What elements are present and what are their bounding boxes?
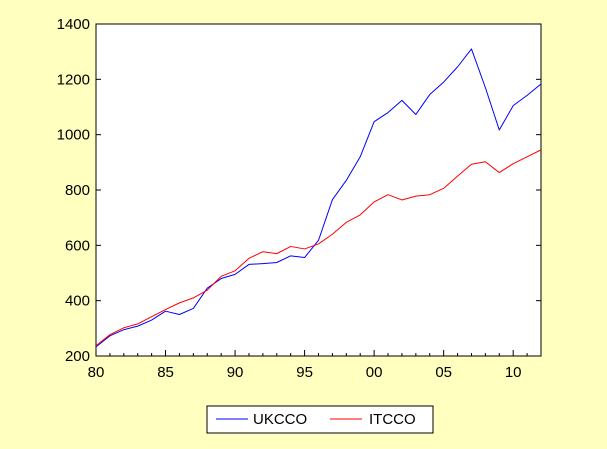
y-tick-label: 400: [65, 293, 90, 310]
x-tick-label: 85: [157, 364, 174, 381]
x-tick-label: 95: [296, 364, 313, 381]
y-tick-label: 1400: [57, 16, 90, 33]
series-line-itcco: [95, 149, 542, 347]
legend-label-ukcco: UKCCO: [253, 411, 307, 428]
y-tick-label: 1000: [57, 127, 90, 144]
x-tick-label: 05: [435, 364, 452, 381]
plot-area: [95, 23, 542, 357]
y-tick-label: 800: [65, 182, 90, 199]
series-line-ukcco: [95, 48, 542, 348]
x-axis: 80 85 90 95 00 05 10: [88, 350, 542, 381]
y-axis: 200 400 600 800 1000 1200 1400: [57, 16, 541, 365]
y-tick-label: 600: [65, 237, 90, 254]
x-tick-label: 90: [227, 364, 244, 381]
y-tick-label: 200: [65, 348, 90, 365]
x-tick-label: 80: [88, 364, 105, 381]
legend-label-itcco: ITCCO: [369, 411, 416, 428]
x-tick-label: 10: [505, 364, 522, 381]
x-tick-label: 00: [366, 364, 383, 381]
y-tick-label: 1200: [57, 71, 90, 88]
series-lines: [95, 48, 542, 348]
legend: UKCCO ITCCO: [206, 405, 434, 434]
